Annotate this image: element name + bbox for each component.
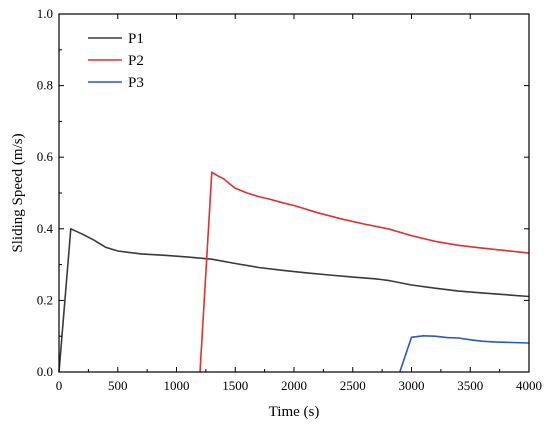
- legend-label-p3: P3: [128, 75, 144, 91]
- y-tick-label: 1.0: [37, 6, 53, 21]
- legend-label-p1: P1: [128, 31, 144, 47]
- x-tick-label: 4000: [516, 378, 542, 393]
- y-tick-label: 0.6: [37, 149, 54, 164]
- y-tick-label: 0.8: [37, 78, 53, 93]
- series-layer: [58, 171, 530, 373]
- x-tick-label: 1000: [164, 378, 190, 393]
- series-line-p3: [399, 335, 530, 373]
- x-tick-label: 3500: [457, 378, 483, 393]
- legend-label-p2: P2: [128, 53, 144, 69]
- x-tick-label: 0: [56, 378, 63, 393]
- ticks-layer: 0 500 1000 1500 2000 2500 3000 3500 4000 0.0 0.2 0.…: [37, 6, 542, 393]
- y-tick-label: 0.0: [37, 364, 53, 379]
- x-axis-title: Time (s): [269, 404, 320, 420]
- series-line-p1: [58, 228, 530, 373]
- y-tick-label: 0.4: [37, 221, 54, 236]
- x-tick-label: 2000: [281, 378, 307, 393]
- x-tick-label: 500: [108, 378, 128, 393]
- series-line-p2: [199, 171, 530, 373]
- x-tick-label: 3000: [399, 378, 425, 393]
- y-tick-label: 0.2: [37, 292, 53, 307]
- x-tick-label: 1500: [222, 378, 248, 393]
- x-tick-label: 2500: [340, 378, 366, 393]
- y-axis-title: Sliding Speed (m/s): [10, 133, 26, 252]
- legend: P1 P2 P3: [88, 31, 144, 91]
